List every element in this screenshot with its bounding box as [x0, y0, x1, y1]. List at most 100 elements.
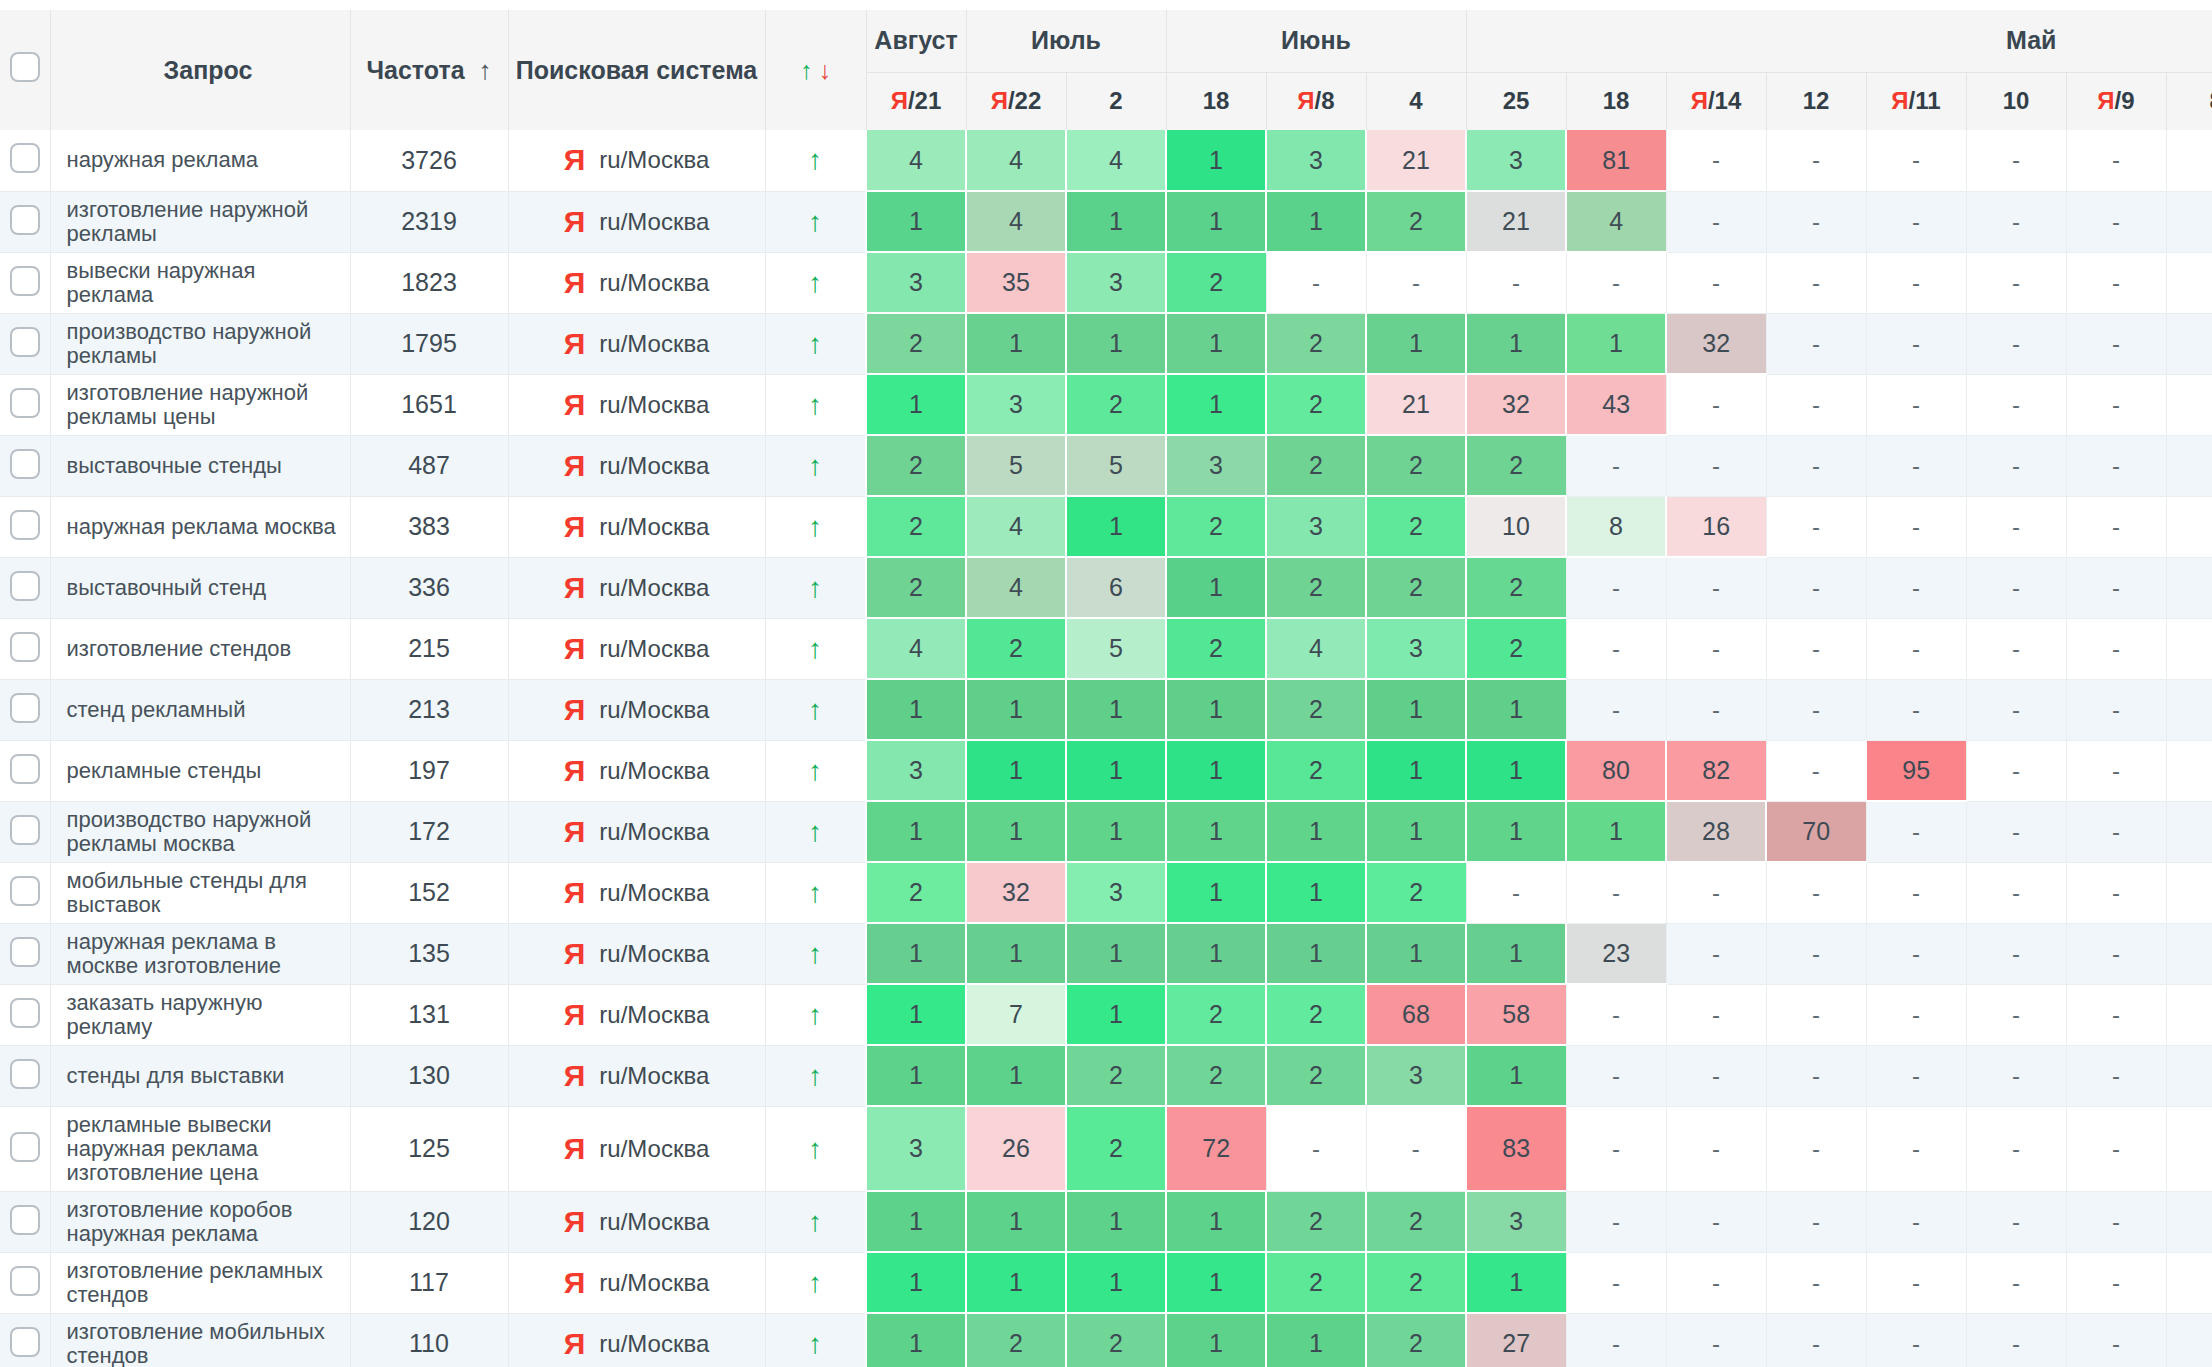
position-cell-empty: -: [2066, 191, 2166, 252]
date-column-header[interactable]: 18: [1566, 72, 1666, 130]
date-column-header[interactable]: 18: [1166, 72, 1266, 130]
position-cell: 2: [1266, 984, 1366, 1045]
position-cell-empty: -: [1566, 984, 1666, 1045]
frequency-cell: 152: [350, 862, 508, 923]
position-cell: 1: [1366, 740, 1466, 801]
query-cell[interactable]: стенд рекламный: [50, 679, 350, 740]
search-engine-region-label: ru/Москва: [599, 696, 709, 723]
query-cell[interactable]: изготовление мобильных стендов: [50, 1313, 350, 1367]
query-cell[interactable]: наружная реклама в москве изготовление: [50, 923, 350, 984]
date-column-header[interactable]: 8: [2166, 72, 2212, 130]
date-column-header[interactable]: 12: [1766, 72, 1866, 130]
row-checkbox-cell: [0, 435, 50, 496]
query-cell[interactable]: выставочный стенд: [50, 557, 350, 618]
position-cell: 1: [1166, 1252, 1266, 1313]
query-cell[interactable]: изготовление наружной рекламы: [50, 191, 350, 252]
row-checkbox[interactable]: [10, 876, 40, 906]
position-cell: 26: [966, 1106, 1066, 1191]
column-header-query[interactable]: Запрос: [50, 10, 350, 130]
position-cell-empty: -: [2166, 740, 2212, 801]
row-checkbox[interactable]: [10, 449, 40, 479]
date-column-header[interactable]: 10: [1966, 72, 2066, 130]
position-cell: 83: [1466, 1106, 1566, 1191]
date-column-header-yandex-update[interactable]: Я/14: [1666, 72, 1766, 130]
query-cell[interactable]: производство наружной рекламы: [50, 313, 350, 374]
search-engine-region-label: ru/Москва: [599, 574, 709, 601]
row-checkbox-cell: [0, 984, 50, 1045]
position-cell: 2: [1066, 374, 1166, 435]
row-checkbox[interactable]: [10, 998, 40, 1028]
position-cell-empty: -: [1966, 801, 2066, 862]
position-cell: 32: [966, 862, 1066, 923]
trend-cell: ↑: [765, 313, 866, 374]
trend-cell: ↑: [765, 1191, 866, 1252]
query-cell[interactable]: рекламные стенды: [50, 740, 350, 801]
position-cell: 4: [866, 618, 966, 679]
row-checkbox[interactable]: [10, 266, 40, 296]
position-cell: 1: [1166, 557, 1266, 618]
query-cell[interactable]: изготовление стендов: [50, 618, 350, 679]
date-column-header[interactable]: 2: [1066, 72, 1166, 130]
position-cell: 1: [1166, 923, 1266, 984]
row-checkbox[interactable]: [10, 205, 40, 235]
position-cell-empty: -: [1666, 1106, 1766, 1191]
position-cell: 2: [1366, 496, 1466, 557]
position-cell-empty: -: [2166, 923, 2212, 984]
column-header-frequency[interactable]: Частота↑: [350, 10, 508, 130]
table-row: мобильные стенды для выставок152Яru/Моск…: [0, 862, 2212, 923]
row-checkbox-cell: [0, 740, 50, 801]
column-header-trend[interactable]: ↑↓: [765, 10, 866, 130]
query-cell[interactable]: изготовление коробов наружная реклама: [50, 1191, 350, 1252]
position-cell: 1: [1466, 923, 1566, 984]
select-all-checkbox[interactable]: [10, 52, 40, 82]
date-column-header-yandex-update[interactable]: Я/9: [2066, 72, 2166, 130]
row-checkbox[interactable]: [10, 510, 40, 540]
position-cell-empty: -: [2166, 191, 2212, 252]
date-column-header-yandex-update[interactable]: Я/22: [966, 72, 1066, 130]
query-cell[interactable]: наружная реклама москва: [50, 496, 350, 557]
query-cell[interactable]: мобильные стенды для выставок: [50, 862, 350, 923]
position-cell-empty: -: [1866, 1313, 1966, 1367]
position-cell: 3: [1266, 130, 1366, 191]
row-checkbox[interactable]: [10, 1266, 40, 1296]
row-checkbox[interactable]: [10, 1327, 40, 1357]
row-checkbox[interactable]: [10, 815, 40, 845]
row-checkbox[interactable]: [10, 571, 40, 601]
table-row: наружная реклама москва383Яru/Москва↑241…: [0, 496, 2212, 557]
row-checkbox[interactable]: [10, 1205, 40, 1235]
row-checkbox[interactable]: [10, 1132, 40, 1162]
position-cell: 2: [866, 435, 966, 496]
row-checkbox[interactable]: [10, 388, 40, 418]
query-cell[interactable]: выставочные стенды: [50, 435, 350, 496]
query-cell[interactable]: стенды для выставки: [50, 1045, 350, 1106]
date-column-header[interactable]: 25: [1466, 72, 1566, 130]
date-column-header[interactable]: 4: [1366, 72, 1466, 130]
query-cell[interactable]: вывески наружная реклама: [50, 252, 350, 313]
date-column-header-yandex-update[interactable]: Я/11: [1866, 72, 1966, 130]
row-checkbox[interactable]: [10, 1059, 40, 1089]
position-cell-empty: -: [1866, 435, 1966, 496]
position-cell-empty: -: [1866, 679, 1966, 740]
row-checkbox[interactable]: [10, 754, 40, 784]
query-cell[interactable]: изготовление наружной рекламы цены: [50, 374, 350, 435]
column-header-search-engine[interactable]: Поисковая система: [508, 10, 765, 130]
query-cell[interactable]: производство наружной рекламы москва: [50, 801, 350, 862]
query-cell[interactable]: заказать наружную рекламу: [50, 984, 350, 1045]
position-cell: 1: [1166, 1191, 1266, 1252]
row-checkbox-cell: [0, 191, 50, 252]
position-cell: 2: [966, 1313, 1066, 1367]
position-cell: 5: [1066, 618, 1166, 679]
row-checkbox[interactable]: [10, 693, 40, 723]
position-cell: 1: [1166, 862, 1266, 923]
row-checkbox[interactable]: [10, 632, 40, 662]
row-checkbox[interactable]: [10, 143, 40, 173]
query-cell[interactable]: рекламные вывески наружная реклама изгот…: [50, 1106, 350, 1191]
position-cell-empty: -: [1766, 1191, 1866, 1252]
row-checkbox[interactable]: [10, 327, 40, 357]
query-cell[interactable]: изготовление рекламных стендов: [50, 1252, 350, 1313]
row-checkbox[interactable]: [10, 937, 40, 967]
position-cell: 1: [1366, 801, 1466, 862]
query-cell[interactable]: наружная реклама: [50, 130, 350, 191]
date-column-header-yandex-update[interactable]: Я/8: [1266, 72, 1366, 130]
date-column-header-yandex-update[interactable]: Я/21: [866, 72, 966, 130]
